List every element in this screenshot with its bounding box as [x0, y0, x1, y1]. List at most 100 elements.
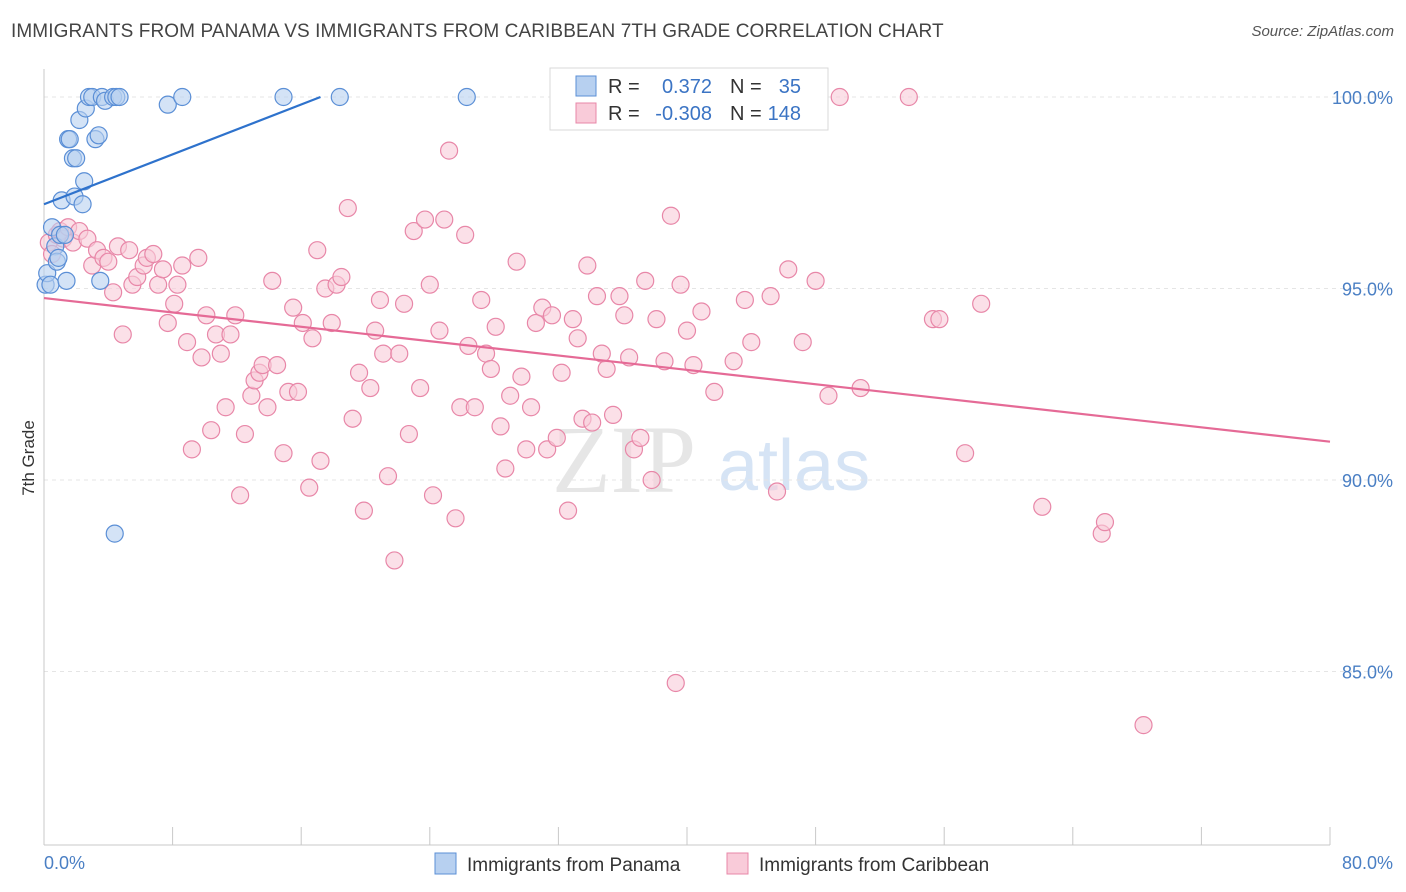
panama-point [49, 248, 68, 267]
caribbean-point [165, 294, 184, 313]
panama-point [330, 87, 349, 107]
caribbean-point [216, 398, 235, 417]
trend-lines [43, 95, 1331, 443]
caribbean-point [521, 398, 541, 417]
caribbean-point [647, 310, 666, 329]
caribbean-point [173, 256, 192, 275]
caribbean-point [168, 275, 187, 294]
caribbean-point [343, 409, 362, 428]
caribbean-point [642, 470, 661, 490]
caribbean-point [1095, 513, 1115, 532]
caribbean-point [517, 440, 536, 459]
caribbean-point [542, 306, 562, 325]
axes [43, 69, 1331, 846]
caribbean-point [578, 256, 597, 275]
legend-n-value-caribbean: 148 [768, 103, 801, 125]
legend-r-value-panama: 0.372 [662, 76, 712, 98]
series-legend: Immigrants from Panama Immigrants from C… [434, 852, 989, 876]
caribbean-point [284, 298, 303, 317]
caribbean-point [507, 252, 526, 271]
caribbean-point [597, 359, 616, 379]
caribbean-point [481, 359, 500, 379]
caribbean-point [1134, 716, 1153, 735]
legend-n-value-panama: 35 [779, 76, 801, 98]
panama-points [36, 87, 476, 543]
caribbean-point [274, 444, 293, 463]
caribbean-point [972, 294, 991, 313]
caribbean-point [221, 325, 240, 344]
caribbean-point [671, 275, 690, 294]
caribbean-point [742, 333, 761, 352]
caribbean-point [153, 260, 173, 279]
y-tick-label: 90.0% [1342, 471, 1393, 491]
caribbean-point [631, 428, 650, 447]
caribbean-point [568, 329, 587, 348]
caribbean-point [144, 244, 163, 264]
caribbean-point [547, 428, 566, 447]
legend-n-label-panama: N = [730, 76, 762, 98]
caribbean-point [349, 363, 369, 382]
panama-point [158, 95, 177, 114]
caribbean-point [930, 310, 949, 329]
caribbean-point [308, 241, 327, 260]
caribbean-point [211, 344, 230, 363]
caribbean-point [332, 267, 351, 287]
caribbean-point [526, 313, 545, 333]
y-tick-label: 95.0% [1342, 280, 1393, 300]
panama-point [60, 130, 79, 149]
caribbean-point [242, 386, 261, 405]
caribbean-point [113, 325, 132, 344]
legend-n-label-caribbean: N = [730, 103, 762, 125]
chart-title: IMMIGRANTS FROM PANAMA VS IMMIGRANTS FRO… [11, 21, 944, 42]
legend-swatch-caribbean [575, 102, 597, 124]
caribbean-point [404, 221, 423, 241]
legend-r-label-caribbean: R = [608, 103, 640, 125]
caribbean-point [263, 271, 282, 290]
caribbean-point [303, 329, 322, 348]
caribbean-point [202, 421, 221, 440]
caribbean-point [189, 248, 208, 267]
caribbean-point [354, 501, 373, 520]
caribbean-point [385, 551, 404, 570]
caribbean-point [615, 306, 634, 325]
caribbean-point [465, 398, 484, 417]
y-tick-label: 100.0% [1332, 88, 1393, 108]
caribbean-point [899, 87, 918, 107]
caribbean-point [235, 424, 255, 444]
caribbean-point [806, 271, 825, 290]
x-tick-label-min: 0.0% [44, 853, 85, 873]
caribbean-point [491, 417, 510, 436]
bottom-legend-swatch-panama [434, 852, 457, 875]
panama-point [55, 225, 74, 244]
caribbean-point [374, 344, 393, 363]
caribbean-point [435, 210, 454, 229]
caribbean-point [99, 252, 118, 271]
caribbean-point [610, 287, 629, 306]
caribbean-point [793, 333, 812, 352]
panama-point [105, 524, 124, 543]
caribbean-point [231, 486, 250, 505]
caribbean-point [430, 321, 449, 340]
caribbean-point [293, 313, 312, 333]
caribbean-point [761, 287, 780, 306]
caribbean-point [361, 378, 380, 398]
panama-point [73, 195, 92, 214]
caribbean-point [655, 352, 674, 371]
caribbean-point [415, 210, 435, 229]
caribbean-point [158, 313, 177, 333]
caribbean-point [512, 367, 531, 386]
correlation-legend: R = 0.372 N = 35 R = -0.308 N = 148 [549, 67, 829, 131]
panama-point [91, 271, 110, 290]
caribbean-point [120, 241, 139, 260]
caribbean-point [779, 260, 798, 279]
caribbean-point [258, 398, 277, 417]
panama-point [173, 87, 192, 107]
panama-point [67, 149, 86, 168]
y-tick-labels: 85.0% 90.0% 95.0% 100.0% [1332, 88, 1393, 683]
legend-r-label-panama: R = [608, 76, 640, 98]
caribbean-point [446, 509, 465, 528]
caribbean-point [583, 413, 602, 432]
caribbean-point [620, 348, 639, 367]
caribbean-point [399, 424, 419, 444]
